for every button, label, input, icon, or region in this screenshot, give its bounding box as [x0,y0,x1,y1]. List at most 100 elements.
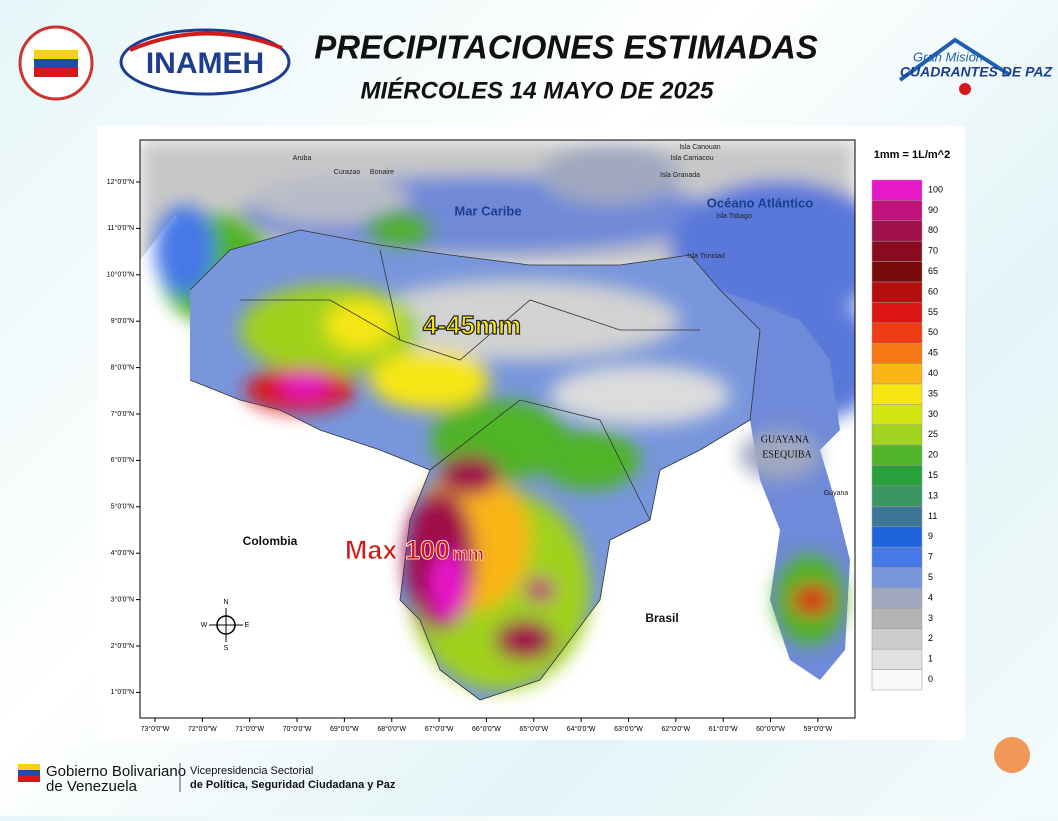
legend-label: 13 [928,490,938,500]
lat-label: 9°0'0"N [111,317,134,325]
place-label: Isla Tobago [716,213,752,220]
map-frame [139,139,856,719]
place-label: Isla Trinidad [687,253,725,260]
legend-label: 35 [928,388,938,398]
lon-label: 72°0'0"W [188,725,217,733]
legend-swatch [871,669,923,691]
lon-label: 62°0'0"W [661,725,690,733]
lat-ticks: 12°0'0"N 11°0'0"N 10°0'0"N 9°0'0"N 8°0'0"N 7°… [107,178,140,696]
legend-label: 15 [928,470,938,480]
legend-label: 60 [928,286,938,296]
legend-swatch [871,526,923,548]
legend-label: 5 [928,572,933,582]
legend: 1009080706560555045403530252015131197543… [871,179,943,691]
place-label: Guyana [824,490,849,497]
compass-label: W [201,622,208,629]
legend-swatch [871,628,923,650]
legend-label: 45 [928,348,938,358]
legend-swatch [871,404,923,426]
place-label: Isla Carriacou [670,155,713,162]
legend-swatch [871,648,923,670]
legend-label: 55 [928,307,938,317]
range-label: 4-45mm [423,310,521,340]
lon-label: 67°0'0"W [425,725,454,733]
lat-label: 7°0'0"N [111,410,134,418]
lat-label: 1°0'0"N [111,688,134,696]
lon-label: 71°0'0"W [235,725,264,733]
legend-swatch [871,465,923,487]
lon-ticks: 73°0'0"W 72°0'0"W 71°0'0"W 70°0'0"W 69°0'0"W… [141,718,833,733]
legend-label: 9 [928,531,933,541]
footer-text: Gobierno Bolivariano [46,763,186,780]
legend-swatch [871,383,923,405]
legend-label: 25 [928,429,938,439]
footer-text: de Política, Seguridad Ciudadana y Paz [190,779,396,791]
lon-label: 64°0'0"W [567,725,596,733]
legend-label: 90 [928,205,938,215]
sea-label: Mar Caribe [454,203,521,218]
lat-label: 12°0'0"N [107,178,134,186]
lon-label: 59°0'0"W [803,725,832,733]
logo-text: CUADRANTES DE PAZ [900,64,1053,80]
legend-swatch [871,322,923,344]
lon-label: 63°0'0"W [614,725,643,733]
legend-swatch [871,261,923,283]
legend-swatch [871,485,923,507]
max-label-unit: mm [452,544,484,564]
logo-right: Gran Misión CUADRANTES DE PAZ [898,37,1053,95]
logo-left [18,25,94,101]
legend-swatch [871,281,923,303]
legend-label: 7 [928,552,933,562]
legend-swatch [871,444,923,466]
legend-label: 65 [928,266,938,276]
lon-label: 65°0'0"W [519,725,548,733]
lon-label: 70°0'0"W [283,725,312,733]
legend-swatch [871,220,923,242]
lat-label: 8°0'0"N [111,363,134,371]
footer-text: de Venezuela [46,778,138,795]
legend-label: 100 [928,184,943,194]
legend-label: 2 [928,633,933,643]
colombia-area [140,215,480,718]
place-label: Aruba [293,155,312,162]
region-label: ESEQUIBA [762,449,812,460]
place-label: Isla Granada [660,172,700,179]
compass: N S E W [201,599,250,652]
place-label: Curazao [334,169,361,176]
legend-label: 30 [928,409,938,419]
compass-label: E [245,622,250,629]
legend-swatch [871,567,923,589]
legend-label: 50 [928,327,938,337]
legend-label: 80 [928,225,938,235]
legend-label: 20 [928,450,938,460]
logo-text: INAMEH [146,47,264,80]
legend-swatch [871,546,923,568]
lat-label: 10°0'0"N [107,271,134,279]
lon-label: 73°0'0"W [141,725,170,733]
unit: 1mm = 1L/m^2 [874,149,950,161]
lon-label: 68°0'0"W [377,725,406,733]
lat-label: 4°0'0"N [111,549,134,557]
lat-label: 3°0'0"N [111,595,134,603]
title: PRECIPITACIONES ESTIMADAS [314,29,818,66]
lon-label: 60°0'0"W [756,725,785,733]
legend-label: 4 [928,592,933,602]
logo-text: Gran Misión [913,49,983,64]
legend-swatch [871,424,923,446]
compass-label: N [223,599,228,606]
place-label: Bonaire [370,169,394,176]
legend-swatch [871,608,923,630]
legend-swatch [871,363,923,385]
legend-swatch [871,240,923,262]
compass-label: S [224,645,229,652]
legend-label: 11 [928,511,937,521]
legend-label: 0 [928,674,933,684]
region-label: GUAYANA [761,434,810,445]
lat-label: 5°0'0"N [111,503,134,511]
sea-label: Océano Atlántico [707,195,813,210]
lon-label: 66°0'0"W [472,725,501,733]
lon-label: 69°0'0"W [330,725,359,733]
country-label: Colombia [243,534,298,548]
inameh-logo: INAMEH [119,28,291,96]
